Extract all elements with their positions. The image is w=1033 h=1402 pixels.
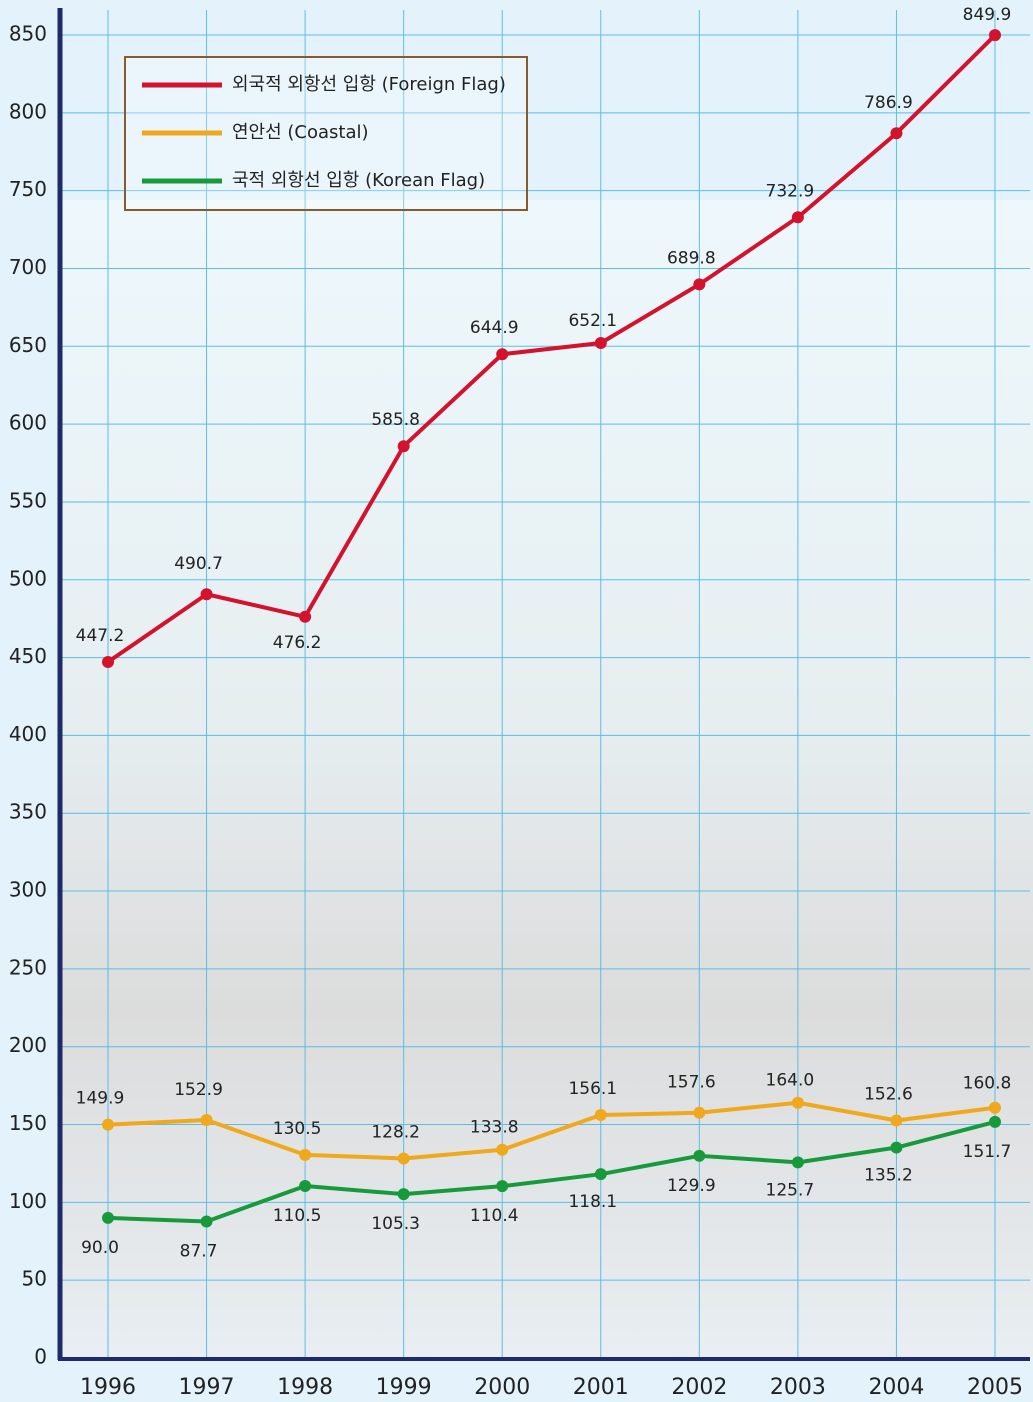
x-tick-label: 1997 (179, 1375, 235, 1400)
data-point (890, 1114, 903, 1127)
legend-label: 외국적 외항선 입항 (Foreign Flag) (232, 74, 506, 95)
data-point (791, 1096, 804, 1109)
data-point (299, 1180, 312, 1193)
data-point (989, 29, 1001, 42)
data-label: 152.6 (864, 1084, 913, 1104)
x-tick-label: 2002 (671, 1375, 727, 1400)
data-label: 105.3 (371, 1214, 420, 1234)
data-label: 133.8 (470, 1118, 519, 1138)
y-tick-label: 700 (9, 255, 47, 279)
y-tick-label: 400 (9, 722, 47, 746)
data-point (693, 278, 706, 291)
y-tick-label: 300 (9, 878, 47, 902)
data-label: 151.7 (963, 1142, 1012, 1162)
data-label: 135.2 (864, 1166, 913, 1186)
data-point (200, 1114, 213, 1127)
data-point (299, 1148, 312, 1161)
data-label: 849.9 (963, 5, 1012, 25)
y-tick-label: 450 (9, 644, 47, 668)
data-label: 160.8 (963, 1074, 1012, 1094)
data-point (496, 1143, 509, 1156)
y-tick-label: 500 (9, 566, 47, 590)
data-label: 110.4 (470, 1206, 519, 1226)
y-tick-label: 600 (9, 411, 47, 435)
data-point (791, 211, 804, 224)
data-label: 87.7 (180, 1241, 218, 1261)
y-tick-label: 850 (9, 22, 47, 46)
data-label: 490.7 (174, 554, 223, 574)
x-tick-label: 2000 (474, 1375, 530, 1400)
data-point (594, 1109, 607, 1122)
data-point (496, 348, 509, 361)
legend-label: 국적 외항선 입항 (Korean Flag) (232, 170, 485, 191)
data-label: 689.8 (667, 248, 716, 268)
x-tick-label: 1996 (80, 1375, 136, 1400)
data-label: 164.0 (766, 1071, 815, 1091)
y-tick-label: 750 (9, 177, 47, 201)
series-line (107, 1100, 996, 1161)
data-label: 149.9 (76, 1089, 125, 1109)
data-label: 652.1 (568, 311, 617, 331)
data-point (200, 1215, 213, 1228)
x-tick-label: 2005 (967, 1375, 1023, 1400)
data-point (791, 1156, 804, 1169)
series-line (107, 1119, 996, 1224)
data-label: 732.9 (766, 181, 815, 201)
y-tick-label: 150 (9, 1111, 47, 1135)
y-tick-label: 100 (9, 1189, 47, 1213)
data-point (397, 440, 410, 453)
data-point (989, 1115, 1001, 1128)
data-point (693, 1106, 706, 1119)
y-tick-label: 200 (9, 1033, 47, 1057)
data-label: 125.7 (766, 1180, 815, 1200)
legend-label: 연안선 (Coastal) (232, 122, 369, 143)
y-tick-label: 800 (9, 99, 47, 123)
data-point (102, 655, 114, 668)
y-tick-label: 550 (9, 488, 47, 512)
data-point (200, 588, 213, 601)
data-label: 118.1 (568, 1192, 617, 1212)
plot-background (60, 200, 1033, 1358)
data-label: 130.5 (273, 1119, 322, 1139)
data-label: 476.2 (273, 633, 322, 653)
data-point (890, 1141, 903, 1154)
data-label: 644.9 (470, 318, 519, 338)
x-tick-label: 1998 (277, 1375, 333, 1400)
data-label: 128.2 (371, 1122, 420, 1142)
data-label: 156.1 (568, 1079, 617, 1099)
x-tick-label: 2003 (770, 1375, 826, 1400)
y-tick-label: 0 (34, 1345, 47, 1369)
data-label: 152.9 (174, 1080, 223, 1100)
data-label: 110.5 (273, 1206, 322, 1226)
y-tick-label: 50 (22, 1267, 47, 1291)
data-label: 585.8 (371, 410, 420, 430)
data-point (594, 1168, 607, 1181)
data-label: 129.9 (667, 1176, 716, 1196)
data-point (989, 1101, 1001, 1114)
data-point (102, 1118, 114, 1131)
y-tick-label: 650 (9, 333, 47, 357)
x-tick-label: 2001 (573, 1375, 629, 1400)
data-label: 786.9 (864, 93, 913, 113)
y-tick-label: 350 (9, 800, 47, 824)
series-line (106, 33, 997, 664)
data-point (299, 610, 312, 623)
y-tick-label: 250 (9, 955, 47, 979)
data-point (496, 1180, 509, 1193)
data-point (397, 1188, 410, 1201)
data-label: 447.2 (76, 626, 125, 646)
data-point (397, 1152, 410, 1165)
data-point (693, 1149, 706, 1162)
x-tick-label: 2004 (868, 1375, 924, 1400)
data-point (594, 337, 607, 350)
data-label: 157.6 (667, 1073, 716, 1093)
data-point (890, 127, 903, 140)
data-label: 90.0 (81, 1238, 119, 1258)
data-point (102, 1211, 114, 1224)
x-tick-label: 1999 (376, 1375, 432, 1400)
